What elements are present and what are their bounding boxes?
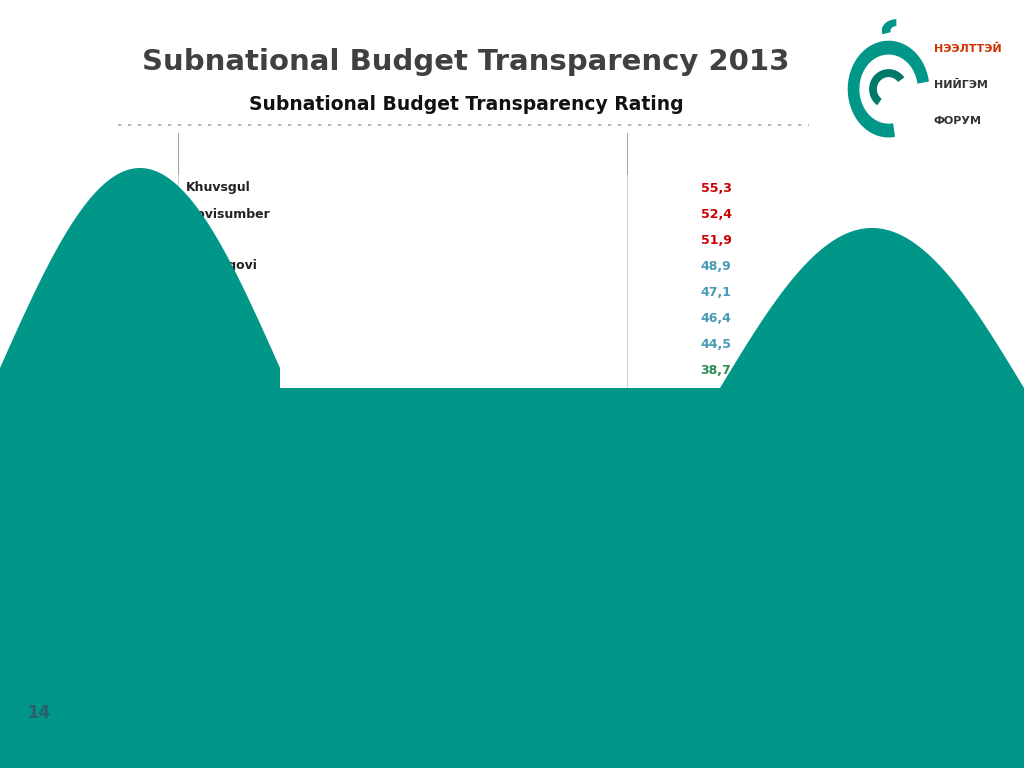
Polygon shape <box>0 168 280 768</box>
Text: Bayankhongor: Bayankhongor <box>186 727 278 740</box>
Text: 6: 6 <box>142 312 152 325</box>
Text: 22: 22 <box>138 727 156 740</box>
Text: 17: 17 <box>138 598 156 611</box>
Text: 4: 4 <box>142 260 152 273</box>
Text: Umnugovi: Umnugovi <box>186 337 257 350</box>
Text: 11: 11 <box>138 442 156 455</box>
Text: Tuv: Tuv <box>186 233 211 247</box>
Text: 44,5: 44,5 <box>700 337 731 350</box>
Polygon shape <box>180 388 1024 768</box>
Text: (0-100%): (0-100%) <box>684 157 749 170</box>
Text: НИЙГЭМ: НИЙГЭМ <box>934 80 988 90</box>
Text: 7: 7 <box>142 337 152 350</box>
Text: 10: 10 <box>138 415 156 429</box>
Polygon shape <box>720 228 1024 388</box>
Text: Arkhangai: Arkhangai <box>186 415 258 429</box>
Text: 1: 1 <box>142 181 152 194</box>
Text: 36,8: 36,8 <box>700 415 731 429</box>
Text: Provinces: Provinces <box>186 147 262 161</box>
Text: Sukhbaatar: Sukhbaatar <box>186 545 258 558</box>
Text: Govi-Altai: Govi-Altai <box>186 650 247 663</box>
Text: 12: 12 <box>138 468 156 481</box>
Text: Khovd: Khovd <box>186 286 230 299</box>
Text: 15: 15 <box>138 545 156 558</box>
Text: 15,0: 15,0 <box>702 727 730 740</box>
Text: Uvurkhangai: Uvurkhangai <box>186 624 266 637</box>
Text: Score: Score <box>695 140 737 153</box>
Text: 25,1: 25,1 <box>702 676 730 688</box>
Text: 14: 14 <box>28 704 50 722</box>
Text: 32,1: 32,1 <box>702 519 730 532</box>
Polygon shape <box>848 41 929 137</box>
Text: 9: 9 <box>142 389 152 402</box>
Text: ФОРУМ: ФОРУМ <box>934 116 982 126</box>
Text: 48,9: 48,9 <box>700 260 731 273</box>
Text: 46,4: 46,4 <box>700 312 731 325</box>
Text: 18,3: 18,3 <box>702 701 730 714</box>
Text: Khuvsgul: Khuvsgul <box>186 181 251 194</box>
Text: Govisumber: Govisumber <box>186 207 270 220</box>
Text: 21: 21 <box>138 701 156 714</box>
Text: Khentii: Khentii <box>186 389 237 402</box>
Text: Uvs: Uvs <box>186 312 212 325</box>
Text: 55,3: 55,3 <box>700 181 731 194</box>
Text: 5: 5 <box>142 286 152 299</box>
Text: 35,2: 35,2 <box>700 468 731 481</box>
Text: Bulgan: Bulgan <box>186 442 234 455</box>
Text: Dundgobi: Dundgobi <box>186 494 254 507</box>
Text: 27,1: 27,1 <box>702 598 730 611</box>
Text: No: No <box>136 147 158 161</box>
Text: Bayan-Ulgii: Bayan-Ulgii <box>186 676 258 688</box>
Text: Dornogovi: Dornogovi <box>186 260 258 273</box>
Text: 19: 19 <box>138 650 156 663</box>
Polygon shape <box>882 19 896 35</box>
Text: Subnational Budget Transparency 2013: Subnational Budget Transparency 2013 <box>142 48 790 76</box>
Text: 14: 14 <box>138 519 156 532</box>
Text: 31,4: 31,4 <box>702 545 730 558</box>
Text: 20: 20 <box>138 676 156 688</box>
Text: 37,1: 37,1 <box>700 389 731 402</box>
Text: Darkhan-Uul: Darkhan-Uul <box>186 468 273 481</box>
Text: 47,1: 47,1 <box>700 286 731 299</box>
Polygon shape <box>869 69 904 105</box>
Text: 27,0: 27,0 <box>702 624 730 637</box>
Text: 36,5: 36,5 <box>700 442 731 455</box>
Text: 34,5: 34,5 <box>700 494 731 507</box>
Text: 52,4: 52,4 <box>700 207 731 220</box>
Text: Zavkhan: Zavkhan <box>186 598 241 611</box>
Text: 26,7: 26,7 <box>702 650 730 663</box>
Text: 29,3: 29,3 <box>702 571 730 584</box>
Text: 13: 13 <box>138 494 156 507</box>
Text: Ulaanbaatar: Ulaanbaatar <box>186 363 272 376</box>
Text: Selenge: Selenge <box>186 701 237 714</box>
Text: 18: 18 <box>138 624 156 637</box>
Text: Dornod: Dornod <box>186 571 231 584</box>
Text: НЭЭЛТТЭЙ: НЭЭЛТТЭЙ <box>934 45 1001 55</box>
Text: 51,9: 51,9 <box>700 233 731 247</box>
Text: 38,7: 38,7 <box>700 363 731 376</box>
Text: Orkhon: Orkhon <box>186 519 231 532</box>
Text: 16: 16 <box>138 571 156 584</box>
Text: 3: 3 <box>142 233 152 247</box>
Text: Subnational Budget Transparency Rating: Subnational Budget Transparency Rating <box>249 95 683 114</box>
Text: 8: 8 <box>142 363 152 376</box>
Text: 2: 2 <box>142 207 152 220</box>
